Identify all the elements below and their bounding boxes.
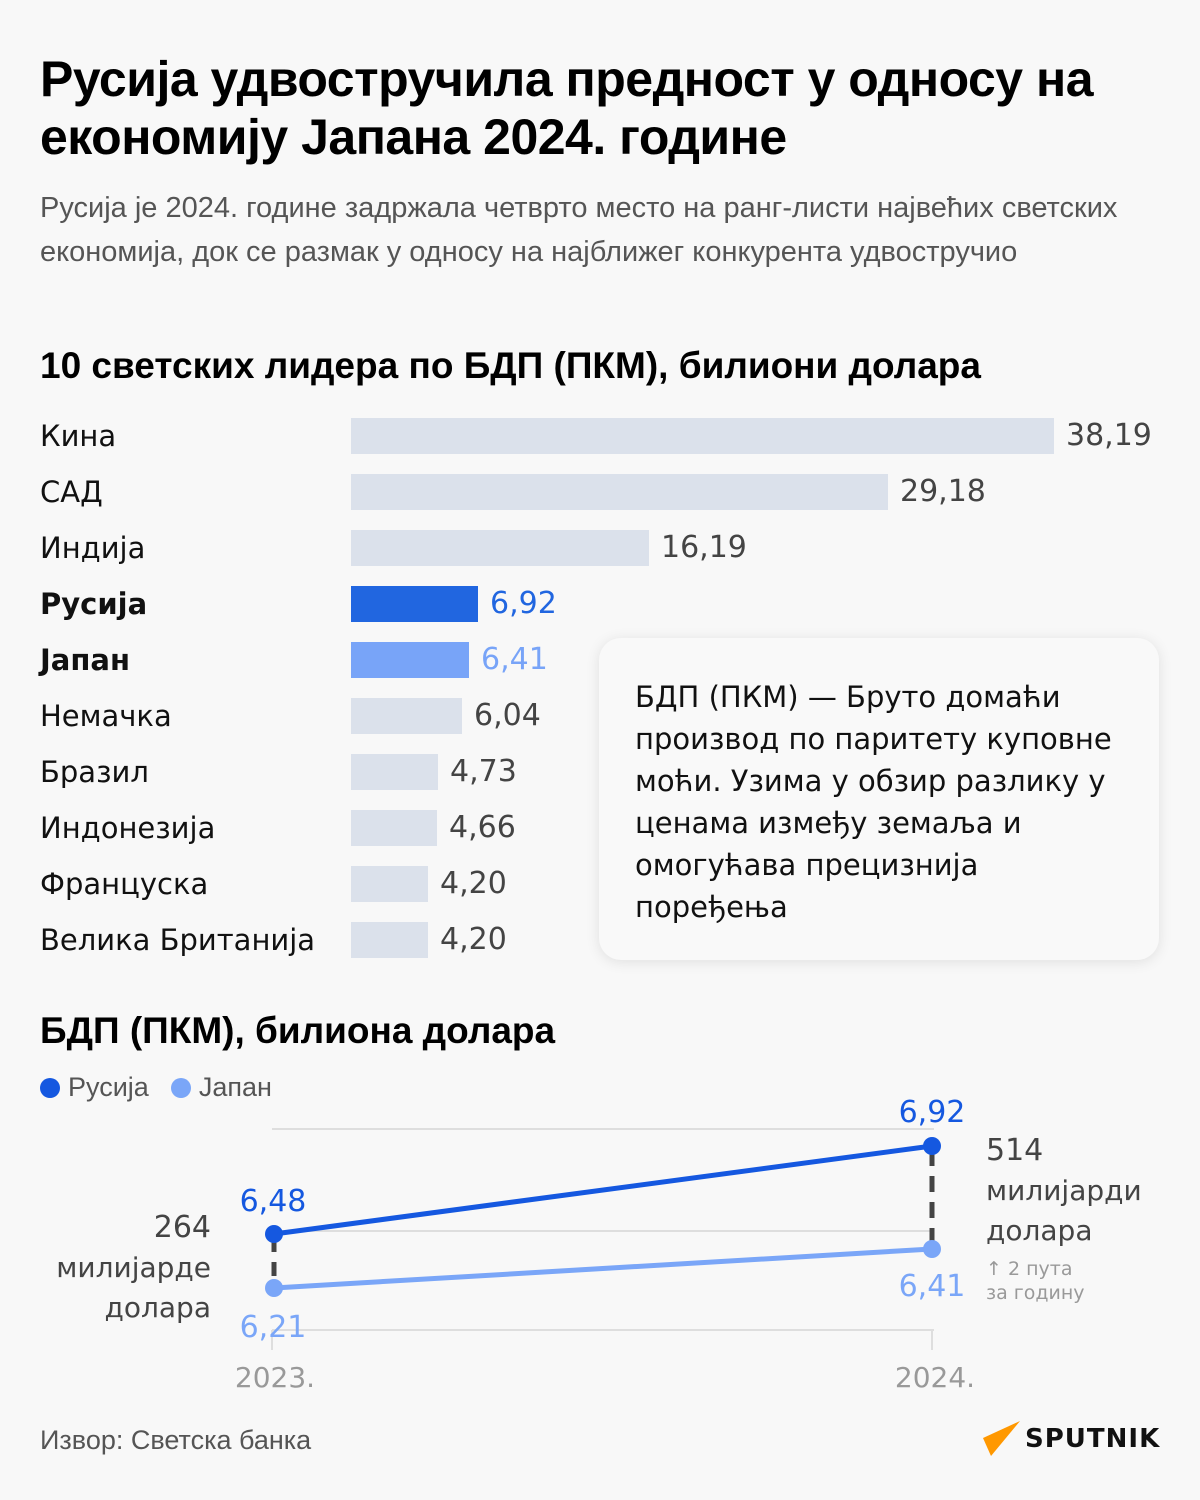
bar-label: Индија xyxy=(40,531,146,565)
bar xyxy=(351,698,462,734)
bar-value: 4,73 xyxy=(450,754,517,789)
bar-label: Јапан xyxy=(40,643,131,677)
legend-dot-icon xyxy=(170,1077,191,1098)
bar-value: 4,20 xyxy=(440,866,507,901)
gap-value-2024: 514 xyxy=(986,1133,1043,1168)
note-text: БДП (ПКМ) — Бруто домаћи производ по пар… xyxy=(635,680,1112,924)
series-line-japan xyxy=(273,1246,933,1291)
bar-value: 38,19 xyxy=(1066,418,1152,453)
bar xyxy=(351,586,478,622)
line-chart-legend: Русија Јапан xyxy=(40,1072,294,1103)
logo-text: SPUTNIK xyxy=(1025,1424,1161,1454)
point-label: 6,92 xyxy=(899,1095,966,1130)
data-point xyxy=(923,1137,941,1155)
legend-label: Јапан xyxy=(198,1072,272,1102)
bar xyxy=(351,642,469,678)
gap-unit-2023: долара xyxy=(105,1291,211,1324)
series-line-russia xyxy=(273,1143,933,1237)
bar-value: 4,66 xyxy=(449,810,516,845)
point-label: 6,48 xyxy=(240,1184,307,1219)
point-label: 6,41 xyxy=(899,1269,966,1304)
bar-value: 4,20 xyxy=(440,922,507,957)
bar-label: САД xyxy=(40,475,103,509)
data-point xyxy=(265,1225,283,1243)
bar-label: Велика Британија xyxy=(40,923,316,957)
bar-value: 6,92 xyxy=(490,586,557,621)
bar-row: САД 29,18 xyxy=(0,474,1200,510)
bar-label: Француска xyxy=(40,867,209,901)
bar-row: Индонезија 4,66 xyxy=(0,810,1200,846)
bar xyxy=(351,530,649,566)
legend-dot-icon xyxy=(40,1077,60,1098)
source-note: Извор: Светска банка xyxy=(40,1425,312,1455)
bar-value: 29,18 xyxy=(900,474,986,509)
x-label: 2024. xyxy=(895,1361,975,1394)
bar-chart-title: 10 светских лидера по БДП (ПКМ), билиони… xyxy=(40,345,981,386)
bar-row: Велика Британија 4,20 xyxy=(0,922,1200,958)
bar-row: Француска 4,20 xyxy=(0,866,1200,902)
line-chart-title: БДП (ПКМ), билиона долара xyxy=(40,1010,556,1051)
bar xyxy=(351,810,437,846)
gap-unit-2024: милијарди xyxy=(986,1174,1142,1207)
gap-unit-2023: милијарде xyxy=(56,1251,211,1284)
bar xyxy=(351,866,428,902)
sputnik-logo: SPUTNIK xyxy=(983,1420,1160,1458)
bar-row: Јапан 6,41 xyxy=(0,642,1200,678)
sputnik-wing-icon xyxy=(983,1421,1020,1456)
bar-row: Кина 38,19 xyxy=(0,418,1200,454)
legend-label: Русија xyxy=(68,1072,149,1102)
legend-item-japan: Јапан xyxy=(170,1072,272,1103)
bar-value: 6,04 xyxy=(474,698,541,733)
definition-note: БДП (ПКМ) — Бруто домаћи производ по пар… xyxy=(599,638,1159,960)
bar-label: Русија xyxy=(40,587,148,621)
bar-value: 6,41 xyxy=(481,642,548,677)
bar xyxy=(351,922,428,958)
bar xyxy=(351,754,438,790)
bar-row: Бразил 4,73 xyxy=(0,754,1200,790)
gap-unit-2024: долара xyxy=(986,1214,1092,1247)
growth-note: за годину xyxy=(986,1282,1085,1304)
bar-row: Индија 16,19 xyxy=(0,530,1200,566)
bar-row: Русија 6,92 xyxy=(0,586,1200,622)
data-point xyxy=(923,1240,941,1258)
bar xyxy=(351,474,888,510)
gap-value-2023: 264 xyxy=(154,1210,211,1245)
x-label: 2023. xyxy=(235,1361,315,1394)
bar-row: Немачка 6,04 xyxy=(0,698,1200,734)
point-label: 6,21 xyxy=(240,1310,307,1345)
bar-value: 16,19 xyxy=(661,530,747,565)
data-point xyxy=(265,1279,283,1297)
growth-note: ↑ 2 пута xyxy=(986,1258,1072,1280)
bar xyxy=(351,418,1054,454)
page-title: Русија удвостручила предност у односу на… xyxy=(40,51,1094,165)
legend-item-russia: Русија xyxy=(40,1072,149,1103)
page-subtitle: Русија је 2024. године задржала четврто … xyxy=(40,192,1118,268)
bar-label: Кина xyxy=(40,419,117,453)
bar-label: Немачка xyxy=(40,699,172,733)
bar-label: Бразил xyxy=(40,755,149,789)
bar-label: Индонезија xyxy=(40,811,216,845)
